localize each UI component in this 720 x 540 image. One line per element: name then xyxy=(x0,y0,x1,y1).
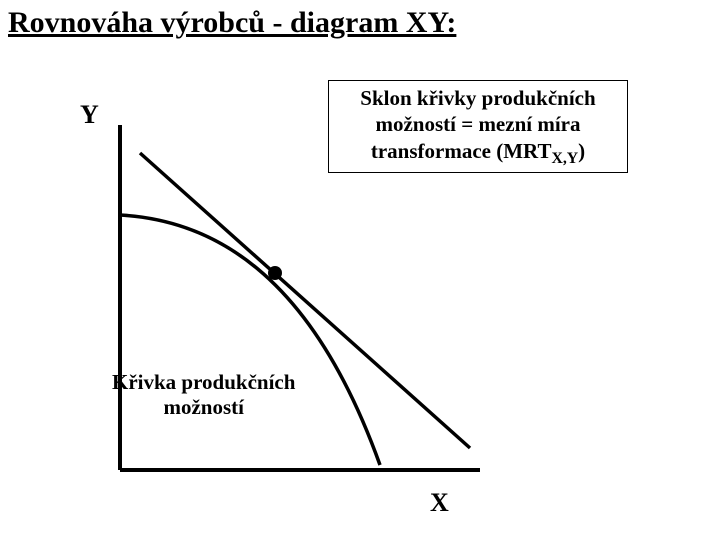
tangent-line xyxy=(140,153,470,448)
axis-y-label: Y xyxy=(80,100,99,130)
xy-diagram xyxy=(100,125,560,485)
tangent-point xyxy=(268,266,282,280)
axis-x-label: X xyxy=(430,488,449,518)
page-title: Rovnováha výrobců - diagram XY: xyxy=(8,6,456,40)
mrt-line1: Sklon křivky produkčních xyxy=(339,85,617,111)
